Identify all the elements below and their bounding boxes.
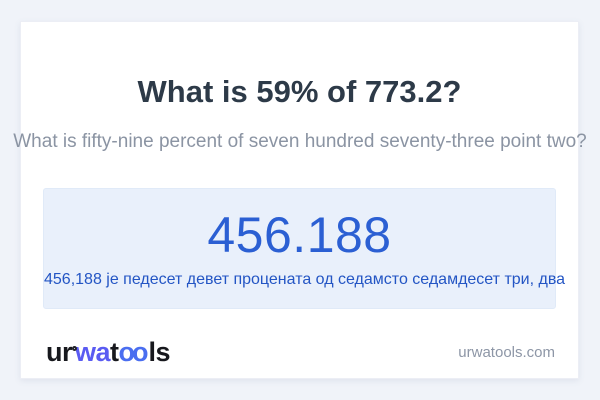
answer-value: 456.188 <box>207 207 392 263</box>
logo-text-wa: wa <box>75 337 111 367</box>
logo-text-ur: ur <box>46 337 73 367</box>
content-card: What is 59% of 773.2? What is fifty-nine… <box>13 21 587 379</box>
logo-ring-icon <box>72 346 77 351</box>
logo-text-ls: ls <box>148 337 171 367</box>
answer-box: 456.188 456,188 је педесет девет процена… <box>43 188 566 309</box>
logo[interactable]: ur watoo ls <box>46 337 171 367</box>
page-subtitle: What is fifty-nine percent of seven hund… <box>13 131 587 152</box>
page-title: What is 59% of 773.2? <box>137 74 462 109</box>
logo-glasses-oo: oo <box>118 337 149 367</box>
answer-sentence: 456,188 је педесет девет процената од се… <box>44 271 566 288</box>
site-link[interactable]: urwatools.com <box>458 343 555 361</box>
footer: ur watoo ls urwatools.com <box>46 337 555 367</box>
logo-text-t: t <box>110 337 119 367</box>
